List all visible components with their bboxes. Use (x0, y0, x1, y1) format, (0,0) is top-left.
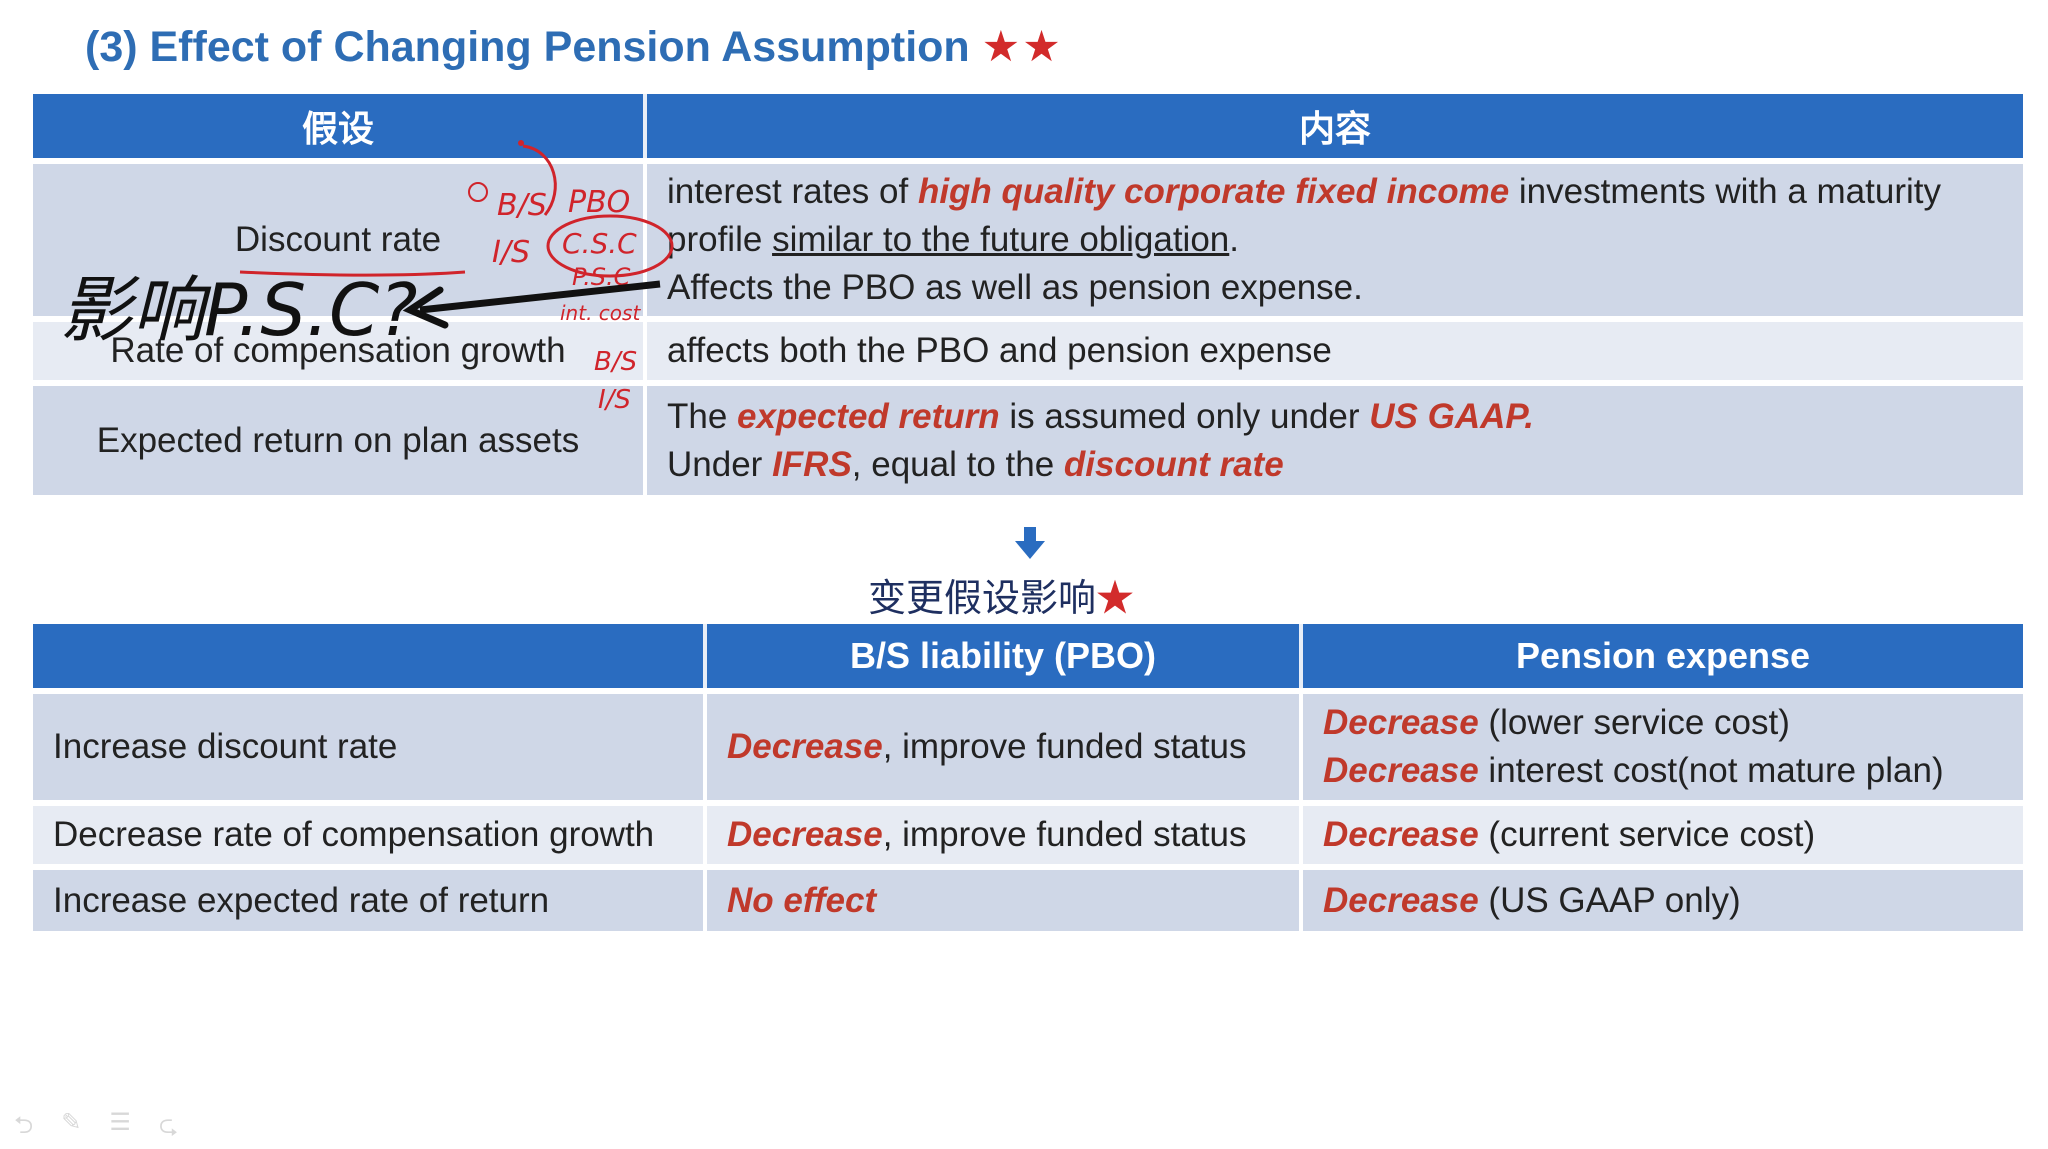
text: interest cost(not mature plan) (1478, 751, 1944, 790)
text: (current service cost) (1478, 815, 1816, 854)
header-blank (33, 624, 707, 691)
highlight-text: Decrease (727, 727, 883, 766)
highlight-text: expected return (737, 396, 1000, 436)
highlight-text: IFRS (772, 444, 852, 484)
bs-effect: Decrease, improve funded status (705, 800, 1303, 867)
assumptions-table: 假设 内容 Discount rate interest rates of hi… (33, 94, 2023, 495)
header-pension-expense: Pension expense (1301, 624, 2023, 691)
content-line: Under IFRS, equal to the discount rate (667, 441, 2003, 489)
table-row: Discount rate interest rates of high qua… (33, 158, 2023, 319)
row-content-expected-return: The expected return is assumed only unde… (645, 380, 2023, 495)
highlight-text: Decrease (1323, 751, 1479, 790)
slide-controls: ⮌ ✎ ☰ ⮎ (14, 1108, 178, 1149)
row-content-compensation-growth: affects both the PBO and pension expense (645, 316, 2023, 383)
text: is assumed only under (999, 396, 1370, 436)
table-row: Decrease rate of compensation growth Dec… (33, 800, 2023, 867)
content-line: interest rates of high quality corporate… (667, 168, 2003, 216)
text: , equal to the (851, 444, 1064, 484)
text: The (667, 396, 738, 436)
bs-effect: No effect (705, 864, 1303, 931)
highlight-text: Decrease (727, 815, 883, 854)
header-content: 内容 (645, 94, 2023, 161)
table-row: Increase expected rate of return No effe… (33, 864, 2023, 931)
content-line: Affects the PBO as well as pension expen… (667, 268, 1363, 307)
header-bs-liability: B/S liability (PBO) (705, 624, 1303, 691)
highlight-text: high quality corporate fixed income (917, 172, 1510, 211)
highlight-text: discount rate (1063, 444, 1284, 484)
text: (US GAAP only) (1478, 880, 1741, 920)
expense-effect: Decrease (current service cost) (1301, 800, 2023, 867)
row-label: Increase expected rate of return (33, 864, 707, 931)
section-subtitle: 变更假设影响★ (868, 567, 1134, 622)
underlined-text: similar to the future obligation (772, 220, 1230, 259)
text: . (1229, 220, 1239, 259)
row-label: Increase discount rate (33, 688, 707, 803)
pen-icon[interactable]: ✎ (61, 1109, 82, 1136)
table-row: Increase discount rate Decrease, improve… (33, 688, 2023, 803)
table-row: Expected return on plan assets The expec… (33, 380, 2023, 495)
menu-icon[interactable]: ☰ (109, 1109, 131, 1136)
text: , improve funded status (882, 727, 1247, 766)
highlight-text: No effect (727, 880, 877, 920)
expense-effect: Decrease (US GAAP only) (1301, 864, 2023, 931)
subtitle-text: 变更假设影响 (868, 576, 1097, 620)
row-label-discount-rate: Discount rate (33, 158, 647, 319)
row-label-expected-return: Expected return on plan assets (33, 380, 647, 495)
row-content-discount-rate: interest rates of high quality corporate… (645, 158, 2023, 319)
text: , improve funded status (882, 815, 1247, 854)
table-row: Rate of compensation growth affects both… (33, 316, 2023, 383)
effects-table: B/S liability (PBO) Pension expense Incr… (33, 624, 2023, 931)
content-line: The expected return is assumed only unde… (667, 393, 2003, 441)
content-line: Decrease interest cost(not mature plan) (1323, 747, 2003, 795)
text: (lower service cost) (1478, 703, 1790, 742)
highlight-text: US GAAP. (1369, 396, 1534, 436)
header-assumption: 假设 (33, 94, 647, 161)
forward-icon[interactable]: ⮎ (158, 1112, 179, 1139)
importance-stars: ★★ (981, 23, 1063, 71)
slide-title-text: (3) Effect of Changing Pension Assumptio… (85, 23, 970, 71)
bs-effect: Decrease, improve funded status (705, 688, 1303, 803)
content-line: Decrease (lower service cost) (1323, 699, 2003, 747)
expense-effect: Decrease (lower service cost) Decrease i… (1301, 688, 2023, 803)
back-icon[interactable]: ⮌ (14, 1112, 34, 1139)
highlight-text: Decrease (1323, 880, 1479, 920)
text: investments with a maturity (1509, 172, 1941, 211)
content-line: profile similar to the future obligation… (667, 216, 2003, 264)
row-label-compensation-growth: Rate of compensation growth (33, 316, 647, 383)
highlight-text: Decrease (1323, 815, 1479, 854)
text: Under (667, 444, 773, 484)
highlight-text: Decrease (1323, 703, 1479, 742)
importance-star: ★ (1096, 576, 1135, 620)
arrow-down-icon (1015, 527, 1045, 559)
text: profile (667, 220, 773, 259)
slide-title: (3) Effect of Changing Pension Assumptio… (85, 22, 1063, 72)
text: interest rates of (667, 172, 918, 211)
row-label: Decrease rate of compensation growth (33, 800, 707, 867)
